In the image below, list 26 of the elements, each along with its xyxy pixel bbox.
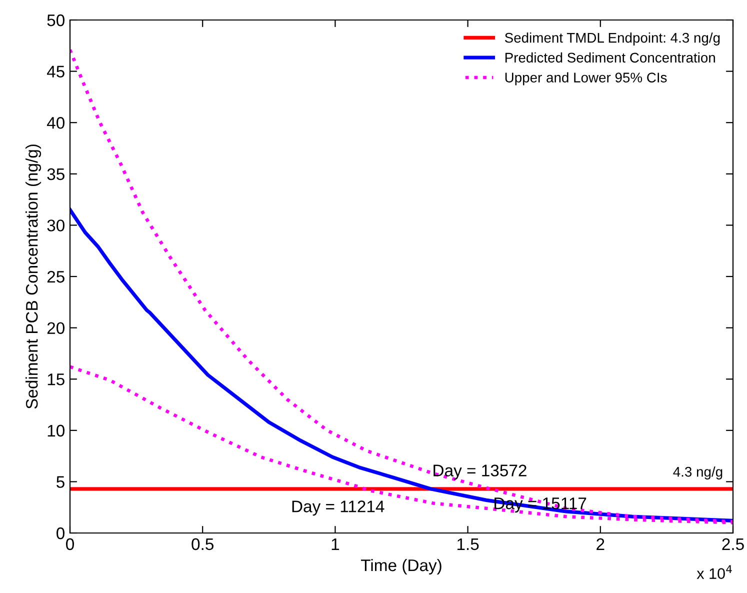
y-tick-label: 45 [46,66,64,78]
x-tick-label: 2 [596,538,604,550]
y-tick-label: 25 [47,270,64,283]
x-tick-label: 1.5 [457,538,479,550]
x-tick-label: 2.5 [722,538,744,550]
legend-label: Sediment TMDL Endpoint: 4.3 ng/g [504,32,720,46]
y-tick-label: 50 [47,14,64,26]
annotation: Day = 13572 [434,464,526,480]
x-tick-label: 0.5 [192,538,214,550]
legend-label: Upper and Lower 95% CIs [505,72,667,86]
y-tick-label: 5 [56,476,64,488]
legend-label: Predicted Sediment Concentration [505,52,715,63]
y-tick-label: 0 [56,527,64,540]
y-tick-label: 40 [46,117,64,129]
y-tick-label: 35 [47,168,64,180]
y-tick-label: 30 [47,220,64,232]
x-tick-label: 0 [66,538,74,550]
annotation: 4.3 ng/g [673,466,722,480]
y-tick-label: 10 [48,424,64,437]
annotation: Day = 11214 [292,500,384,516]
y-tick-label: 20 [47,322,64,334]
x-axis-title: Time (Day) [360,558,442,574]
x-tick-label: 1 [332,538,340,550]
text: x 10$^{4}$ [696,565,732,579]
y-axis-title: Sediment PCB Concentration (ng/g) [26,144,42,409]
y-tick-label: 15 [48,374,64,386]
